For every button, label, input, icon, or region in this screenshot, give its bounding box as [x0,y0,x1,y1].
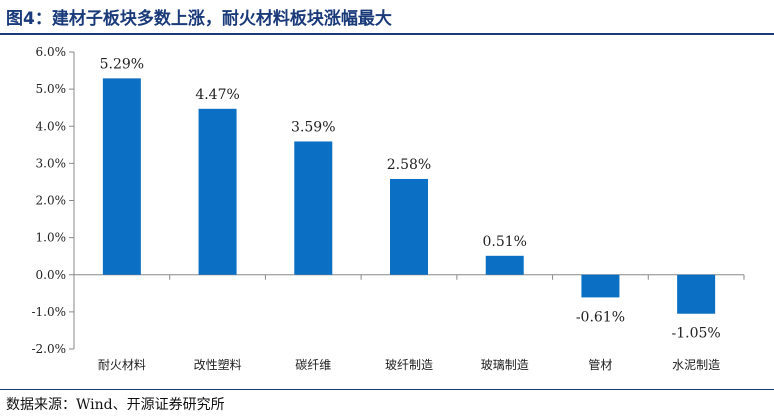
data-label: 3.59% [291,119,335,135]
y-tick-label: 0.0% [36,268,67,282]
y-tick-label: 5.0% [36,82,67,96]
category-label: 碳纤维 [295,358,331,372]
bar [677,274,716,314]
y-tick-label: -1.0% [31,305,66,319]
category-label: 改性塑料 [194,357,242,372]
y-tick-label: 3.0% [36,156,67,170]
y-tick-label: -2.0% [31,342,66,356]
y-tick-label: 1.0% [36,231,67,245]
bar [581,274,620,298]
bar [294,141,333,275]
data-label: -0.61% [576,309,625,325]
figure-title: 图4：建材子板块多数上涨，耐火材料板块涨幅最大 [6,9,392,29]
data-label: 4.47% [195,87,239,103]
y-tick-label: 2.0% [36,194,67,208]
data-label: -1.05% [672,326,721,342]
bar-chart: 6.0% 5.0% 4.0% 3.0% 2.0% 1.0% 0.0% -1.0% -2.0% 5.… [31,45,745,372]
footer-rule [0,389,774,390]
category-label: 水泥制造 [672,358,720,372]
y-tick-label: 6.0% [36,45,67,59]
data-label: 0.51% [482,234,526,250]
bar [102,78,141,275]
bar [390,178,428,275]
category-label: 耐火材料 [98,358,146,372]
category-label: 管材 [588,357,612,372]
bar [198,108,237,275]
data-label: 5.29% [100,56,144,72]
title-rule [0,33,774,35]
data-label: 2.58% [387,157,431,173]
source-note: 数据来源：Wind、开源证券研究所 [6,397,225,413]
bar [485,255,524,275]
y-tick-label: 4.0% [36,119,67,133]
category-label: 玻纤制造 [385,358,433,372]
category-label: 玻璃制造 [481,358,529,372]
